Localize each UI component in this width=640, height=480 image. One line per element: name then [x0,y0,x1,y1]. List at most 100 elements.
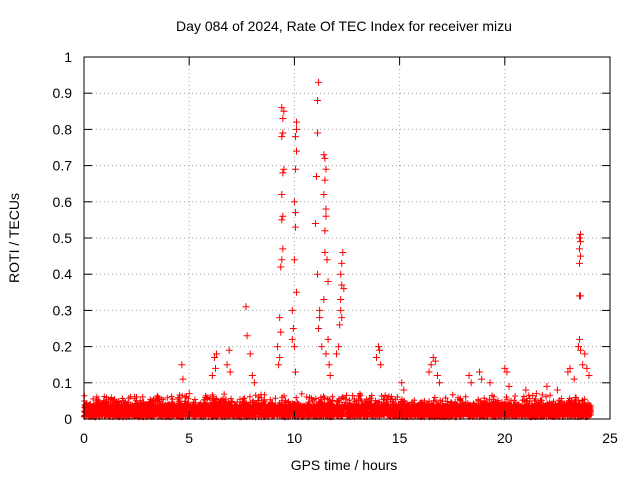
data-point [338,314,346,322]
data-point [312,172,320,180]
data-point [321,176,329,184]
data-point [429,353,437,361]
y-tick-label: 0.4 [53,266,73,282]
data-point [246,350,254,358]
data-point [274,343,282,351]
data-point [321,154,329,162]
data-point [311,220,319,228]
noise-markers [81,390,595,421]
data-point [465,372,473,380]
data-point [250,379,258,387]
x-axis-label: GPS time / hours [291,457,398,473]
y-tick-label: 0.8 [53,121,73,137]
data-point [467,379,475,387]
data-point [476,368,484,376]
data-point [503,368,511,376]
data-point [532,390,540,398]
data-point [315,325,323,332]
data-point [340,285,348,293]
data-point [279,245,287,253]
data-point [505,382,513,390]
data-point [425,368,433,376]
data-point [338,259,346,267]
x-tick-label: 25 [602,430,618,446]
x-tick-label: 20 [497,430,513,446]
x-tick-labels: 0 5 10 15 20 25 [80,430,618,446]
y-tick-label: 0.9 [53,85,73,101]
data-point [314,129,322,137]
data-point [210,353,218,361]
data-point [400,386,408,394]
data-point [577,346,585,354]
data-point [332,350,340,358]
data-point [321,248,329,256]
data-point [339,248,347,256]
y-tick-label: 0 [64,411,72,427]
data-point [279,129,287,137]
data-point [577,252,585,260]
data-point [577,230,585,238]
data-point [324,277,332,285]
data-point [564,368,572,376]
y-tick-label: 0.3 [53,302,73,318]
data-point [501,364,509,372]
data-point [278,104,286,112]
data-point [277,328,285,336]
data-point [574,343,582,351]
data-point [376,346,384,354]
data-point [579,361,587,369]
data-point [291,223,299,231]
x-tick-label: 15 [392,430,408,446]
data-point [289,325,297,332]
y-tick-label: 0.2 [53,339,73,355]
data-point [279,212,287,220]
data-point [279,115,287,123]
data-point [288,306,296,314]
chart-title: Day 084 of 2024, Rate Of TEC Index for r… [176,18,512,34]
data-point [337,296,345,304]
data-point [575,234,583,242]
data-point [486,379,494,387]
data-point [322,212,330,220]
data-point [338,281,346,289]
data-point [276,353,284,361]
data-point [575,335,583,343]
data-point [291,165,299,173]
axis-ticks [83,56,611,420]
data-point [248,372,256,380]
data-point [276,314,284,322]
data-point [318,343,326,351]
data-point [277,263,285,271]
data-point [337,270,345,278]
data-point [322,350,330,358]
data-point [321,227,329,235]
data-point [320,296,328,304]
data-point [427,361,435,369]
y-tick-label: 0.5 [53,230,73,246]
data-point [291,209,299,217]
data-point [337,306,345,314]
data-point [293,288,301,296]
y-tick-label: 1 [64,49,72,65]
data-point [278,256,286,264]
data-point [324,335,332,343]
data-points [178,78,593,401]
background-noise-band [81,390,595,421]
data-point [290,198,298,206]
data-point [288,335,296,343]
data-point [377,361,385,369]
y-tick-label: 0.7 [53,158,73,174]
data-point [181,393,189,401]
x-tick-label: 10 [287,430,303,446]
data-point [278,216,286,224]
data-point [543,382,551,390]
data-point [335,343,343,351]
data-point [372,353,380,361]
data-point [575,259,583,267]
y-axis-label: ROTI / TECUs [6,193,22,283]
data-point [293,125,301,133]
y-tick-label: 0.6 [53,194,73,210]
data-point [212,364,219,372]
data-point [575,245,583,253]
